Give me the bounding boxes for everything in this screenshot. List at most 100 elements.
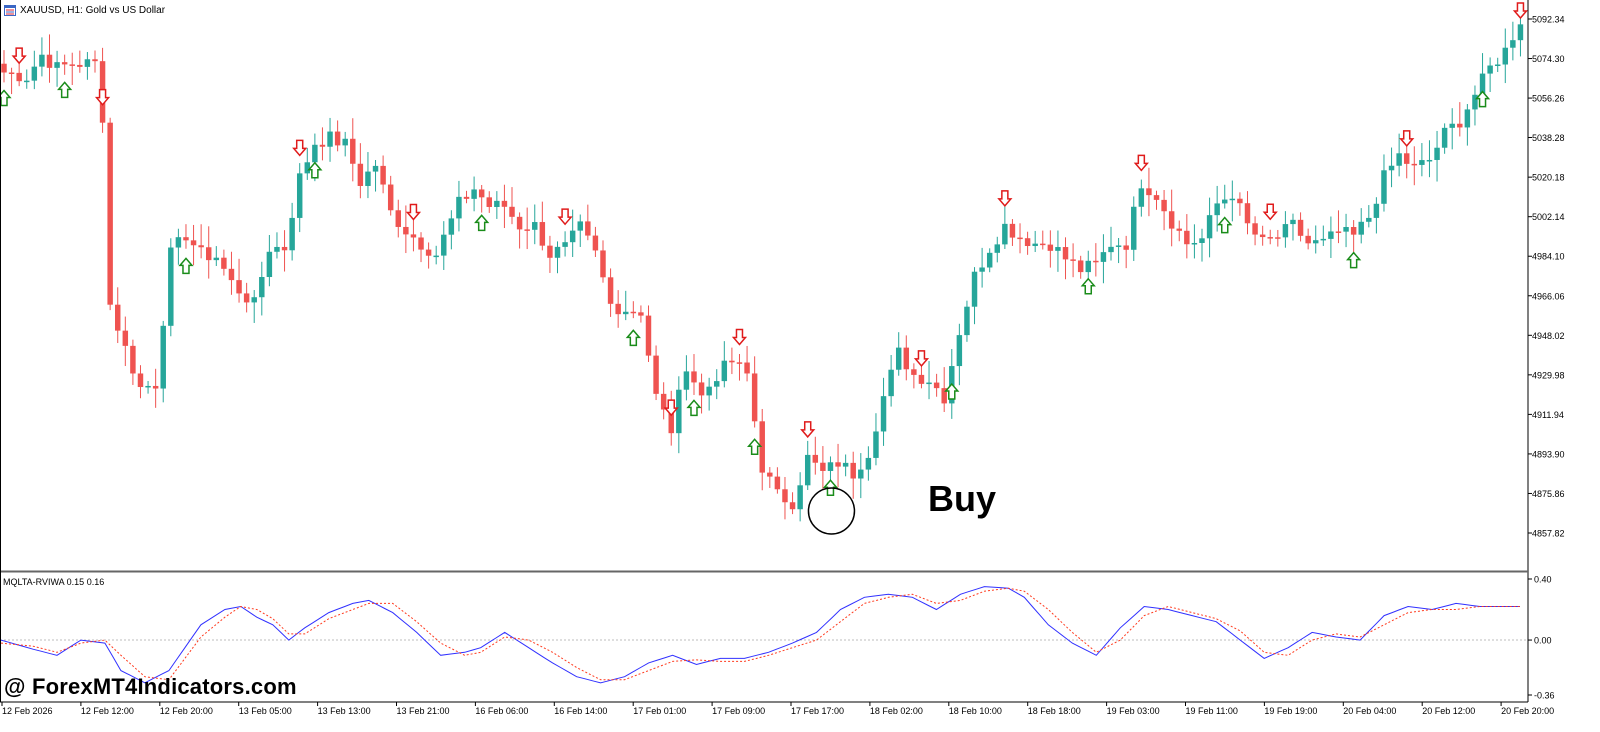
candle[interactable] — [660, 382, 667, 420]
candle[interactable] — [39, 37, 45, 77]
candle[interactable] — [835, 443, 841, 488]
candle[interactable] — [1077, 255, 1084, 279]
candle[interactable] — [1047, 230, 1054, 268]
candle[interactable] — [31, 50, 38, 90]
candle[interactable] — [547, 235, 553, 273]
candle[interactable] — [1184, 214, 1190, 259]
candle[interactable] — [516, 212, 523, 249]
candle[interactable] — [850, 451, 856, 499]
candle[interactable] — [797, 472, 803, 522]
candle[interactable] — [130, 339, 136, 385]
candle[interactable] — [471, 176, 477, 212]
candle[interactable] — [691, 354, 697, 395]
candle[interactable] — [24, 69, 30, 89]
candle[interactable] — [1161, 189, 1167, 231]
candle[interactable] — [1275, 229, 1281, 247]
candle[interactable] — [1093, 243, 1099, 277]
candle[interactable] — [190, 224, 197, 266]
candle[interactable] — [532, 204, 538, 245]
candle[interactable] — [1237, 192, 1243, 216]
candle[interactable] — [1214, 185, 1220, 232]
candle[interactable] — [789, 492, 796, 515]
candle[interactable] — [266, 234, 273, 287]
candle[interactable] — [213, 246, 220, 267]
candle[interactable] — [1282, 211, 1289, 248]
candle[interactable] — [1206, 197, 1213, 258]
candle[interactable] — [478, 185, 485, 213]
candle[interactable] — [1434, 130, 1440, 182]
candle[interactable] — [463, 190, 470, 204]
candle[interactable] — [698, 373, 705, 414]
candle[interactable] — [1252, 216, 1258, 246]
candle[interactable] — [1313, 225, 1319, 254]
candle[interactable] — [1100, 234, 1107, 284]
candle[interactable] — [304, 147, 311, 180]
candle[interactable] — [274, 232, 280, 259]
indicator-pane[interactable]: 0.40 0.00 -0.36 — [0, 575, 1555, 701]
candle[interactable] — [1290, 213, 1296, 241]
candle[interactable] — [296, 163, 303, 233]
candle[interactable] — [77, 50, 83, 73]
candle[interactable] — [1267, 229, 1273, 245]
candle[interactable] — [1191, 224, 1198, 259]
candle[interactable] — [1426, 140, 1433, 178]
candle[interactable] — [774, 467, 781, 494]
candle[interactable] — [1388, 147, 1395, 188]
candle[interactable] — [54, 50, 60, 87]
candle[interactable] — [1138, 179, 1145, 217]
candle[interactable] — [1441, 123, 1448, 154]
candle[interactable] — [751, 356, 758, 428]
price-pane[interactable] — [0, 2, 1529, 522]
candle[interactable] — [365, 152, 371, 199]
candle[interactable] — [1494, 57, 1501, 73]
candle[interactable] — [1373, 197, 1380, 234]
candle[interactable] — [1510, 21, 1516, 61]
candle[interactable] — [372, 160, 379, 192]
candle[interactable] — [1411, 146, 1418, 186]
candle[interactable] — [539, 201, 546, 251]
candle[interactable] — [160, 320, 166, 403]
candle[interactable] — [387, 175, 394, 216]
candle[interactable] — [1055, 230, 1061, 272]
candle[interactable] — [615, 290, 621, 328]
candle[interactable] — [259, 261, 265, 316]
candle[interactable] — [888, 354, 894, 407]
candle[interactable] — [986, 248, 993, 273]
candle[interactable] — [1449, 108, 1455, 150]
candle[interactable] — [623, 290, 629, 321]
candle[interactable] — [198, 224, 204, 259]
candle[interactable] — [1457, 102, 1463, 137]
candle[interactable] — [1123, 235, 1129, 269]
candle[interactable] — [1464, 104, 1471, 146]
candle[interactable] — [911, 363, 917, 389]
candle[interactable] — [509, 187, 515, 225]
candle[interactable] — [327, 117, 333, 162]
candle[interactable] — [342, 131, 348, 157]
candle[interactable] — [1297, 212, 1304, 242]
candle[interactable] — [858, 453, 864, 499]
candle[interactable] — [69, 52, 75, 86]
candle[interactable] — [494, 191, 500, 219]
candle[interactable] — [1146, 167, 1152, 217]
candle[interactable] — [380, 155, 386, 194]
candle[interactable] — [1009, 219, 1016, 246]
candle[interactable] — [1244, 191, 1251, 235]
candle[interactable] — [168, 238, 174, 337]
candle[interactable] — [744, 345, 750, 382]
candle[interactable] — [1381, 154, 1387, 212]
candle[interactable] — [683, 355, 690, 401]
candle[interactable] — [448, 210, 455, 250]
candle[interactable] — [145, 381, 151, 394]
candle[interactable] — [350, 118, 356, 182]
candle[interactable] — [92, 50, 98, 73]
candle[interactable] — [84, 52, 91, 80]
candle[interactable] — [645, 305, 652, 362]
candle[interactable] — [8, 67, 15, 95]
candle[interactable] — [585, 204, 591, 241]
candle[interactable] — [767, 467, 773, 488]
candle[interactable] — [425, 242, 432, 269]
candle[interactable] — [562, 231, 568, 257]
candle[interactable] — [395, 199, 402, 238]
candle[interactable] — [334, 120, 341, 152]
